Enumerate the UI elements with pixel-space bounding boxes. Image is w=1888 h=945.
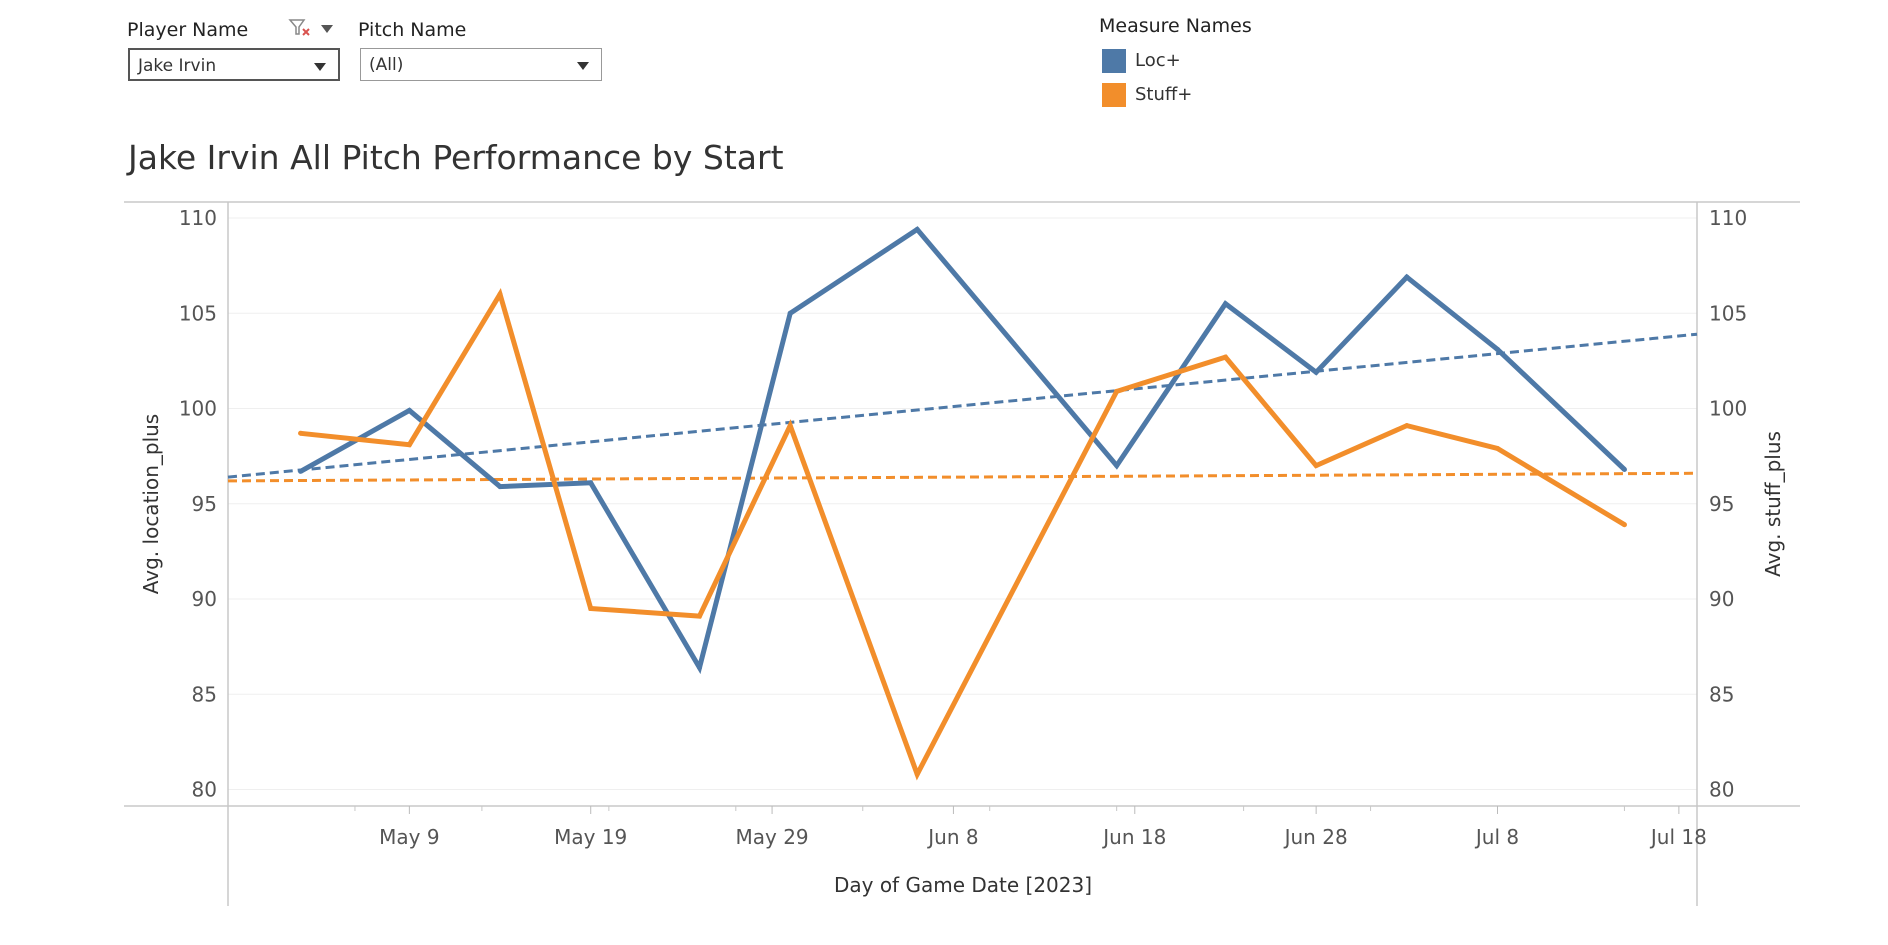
- x-tick-label: May 9: [379, 825, 439, 849]
- data-point-stuff: [1621, 522, 1627, 528]
- y2-tick-label: 105: [1709, 301, 1747, 325]
- data-point-loc: [298, 468, 304, 474]
- trend-line-stuff: [227, 471, 1698, 483]
- y-tick-label: 80: [192, 778, 217, 802]
- data-point-stuff: [588, 606, 594, 612]
- pitch-name-value: (All): [369, 55, 404, 75]
- data-point-loc: [1114, 463, 1120, 469]
- data-point-stuff: [1222, 354, 1228, 360]
- y-tick-label: 100: [179, 397, 217, 421]
- data-point-stuff: [1404, 423, 1410, 429]
- legend-item-stuff[interactable]: Stuff+: [1102, 83, 1192, 107]
- y2-tick-label: 80: [1709, 778, 1734, 802]
- legend-label-loc: Loc+: [1135, 50, 1181, 71]
- pitch-name-label: Pitch Name: [358, 19, 467, 41]
- filter-menu-chevron-icon[interactable]: [321, 25, 333, 33]
- pitch-name-dropdown[interactable]: (All): [360, 48, 602, 81]
- chevron-down-icon: [577, 62, 589, 70]
- chart-title: Jake Irvin All Pitch Performance by Star…: [128, 138, 784, 177]
- data-point-stuff: [787, 423, 793, 429]
- legend-label-stuff: Stuff+: [1135, 84, 1193, 105]
- x-tick-label: Jul 8: [1474, 825, 1519, 849]
- y-tick-label: 105: [179, 301, 217, 325]
- data-point-stuff: [697, 613, 703, 619]
- data-point-loc: [1621, 466, 1627, 472]
- data-point-loc: [1313, 369, 1319, 375]
- data-point-stuff: [914, 771, 920, 777]
- data-point-stuff: [497, 291, 503, 297]
- legend-swatch-loc: [1102, 49, 1126, 73]
- clear-filter-icon[interactable]: [288, 18, 312, 38]
- data-point-loc: [787, 310, 793, 316]
- data-point-loc: [406, 407, 412, 413]
- y2-tick-label: 100: [1709, 397, 1747, 421]
- data-point-stuff: [1495, 446, 1501, 452]
- data-point-stuff: [1313, 463, 1319, 469]
- chevron-down-icon: [314, 63, 326, 71]
- data-point-stuff: [298, 430, 304, 436]
- player-name-dropdown[interactable]: Jake Irvin: [128, 48, 340, 81]
- player-name-label: Player Name: [127, 19, 249, 41]
- y2-tick-label: 85: [1709, 682, 1734, 706]
- x-tick-label: Jun 8: [926, 825, 978, 849]
- data-point-loc: [588, 480, 594, 486]
- data-point-loc: [697, 665, 703, 671]
- data-point-loc: [914, 226, 920, 232]
- x-axis-title: Day of Game Date [2023]: [834, 873, 1092, 897]
- series-line-stuff: [300, 288, 1626, 781]
- y2-axis-title: Avg. stuff_plus: [1761, 431, 1785, 577]
- y-tick-label: 95: [192, 492, 217, 516]
- data-point-stuff: [406, 442, 412, 448]
- data-point-loc: [1495, 346, 1501, 352]
- data-point-stuff: [1114, 388, 1120, 394]
- legend-swatch-stuff: [1102, 83, 1126, 107]
- y-tick-label: 90: [192, 587, 217, 611]
- y2-tick-label: 95: [1709, 492, 1734, 516]
- data-point-loc: [1404, 274, 1410, 280]
- x-tick-label: Jul 18: [1649, 825, 1707, 849]
- y2-tick-label: 90: [1709, 587, 1734, 611]
- y-tick-label: 110: [179, 206, 217, 230]
- data-point-loc: [1222, 301, 1228, 307]
- y2-tick-label: 110: [1709, 206, 1747, 230]
- legend-item-loc[interactable]: Loc+: [1102, 49, 1181, 73]
- y-tick-label: 85: [192, 682, 217, 706]
- legend-title: Measure Names: [1099, 15, 1252, 37]
- trend-line-loc: [227, 332, 1698, 479]
- player-name-value: Jake Irvin: [138, 56, 217, 76]
- y-axis-title: Avg. location_plus: [139, 414, 163, 594]
- x-tick-label: May 29: [735, 825, 808, 849]
- x-tick-label: Jun 18: [1101, 825, 1166, 849]
- x-tick-label: May 19: [554, 825, 627, 849]
- x-tick-label: Jun 28: [1283, 825, 1348, 849]
- data-point-loc: [497, 484, 503, 490]
